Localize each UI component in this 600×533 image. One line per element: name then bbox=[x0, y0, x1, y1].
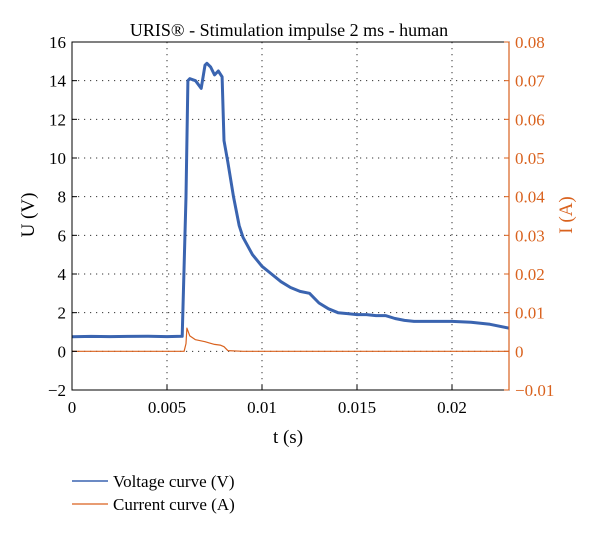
right-tick-label: 0.08 bbox=[515, 33, 545, 52]
left-tick-label: 10 bbox=[49, 149, 66, 168]
y-axis-label-left: U (V) bbox=[18, 193, 39, 238]
x-tick-label: 0.015 bbox=[338, 398, 376, 417]
legend: Voltage curve (V) Current curve (A) bbox=[72, 472, 235, 514]
right-tick-label: −0.01 bbox=[515, 381, 554, 400]
right-tick-label: 0.05 bbox=[515, 149, 545, 168]
left-tick-label: 12 bbox=[49, 110, 66, 129]
left-tick-label: 16 bbox=[49, 33, 66, 52]
x-axis-ticks: 0 0.005 0.01 0.015 0.02 bbox=[68, 385, 467, 417]
left-tick-label: 0 bbox=[58, 342, 67, 361]
y-axis-label-right: I (A) bbox=[556, 196, 577, 233]
left-axis-ticks: −2 0 2 4 6 8 10 12 14 16 bbox=[48, 33, 77, 400]
legend-label-current: Current curve (A) bbox=[113, 495, 235, 514]
legend-label-voltage: Voltage curve (V) bbox=[113, 472, 234, 491]
x-tick-label: 0 bbox=[68, 398, 77, 417]
right-tick-label: 0.01 bbox=[515, 304, 545, 323]
x-tick-label: 0.01 bbox=[247, 398, 277, 417]
x-tick-label: 0.005 bbox=[148, 398, 186, 417]
right-axis-ticks: −0.01 0 0.01 0.02 0.03 0.04 0.05 0.06 0.07 0.08 bbox=[504, 33, 554, 400]
right-tick-label: 0.07 bbox=[515, 72, 545, 91]
series-line-voltage bbox=[71, 61, 510, 339]
series-layer bbox=[71, 61, 510, 352]
right-tick-label: 0.03 bbox=[515, 226, 545, 245]
left-tick-label: 2 bbox=[58, 304, 67, 323]
right-tick-label: 0.06 bbox=[515, 110, 545, 129]
chart-title: URIS® - Stimulation impulse 2 ms - human bbox=[130, 20, 448, 40]
left-tick-label: 4 bbox=[58, 265, 67, 284]
grid-lines bbox=[72, 42, 509, 390]
x-tick-label: 0.02 bbox=[437, 398, 467, 417]
series-line-current bbox=[72, 327, 509, 352]
left-tick-label: 8 bbox=[58, 188, 67, 207]
right-tick-label: 0.04 bbox=[515, 188, 545, 207]
x-axis-label: t (s) bbox=[273, 427, 303, 448]
right-tick-label: 0 bbox=[515, 342, 524, 361]
left-tick-label: 6 bbox=[58, 226, 67, 245]
right-tick-label: 0.02 bbox=[515, 265, 545, 284]
left-tick-label: −2 bbox=[48, 381, 66, 400]
left-tick-label: 14 bbox=[49, 72, 67, 91]
